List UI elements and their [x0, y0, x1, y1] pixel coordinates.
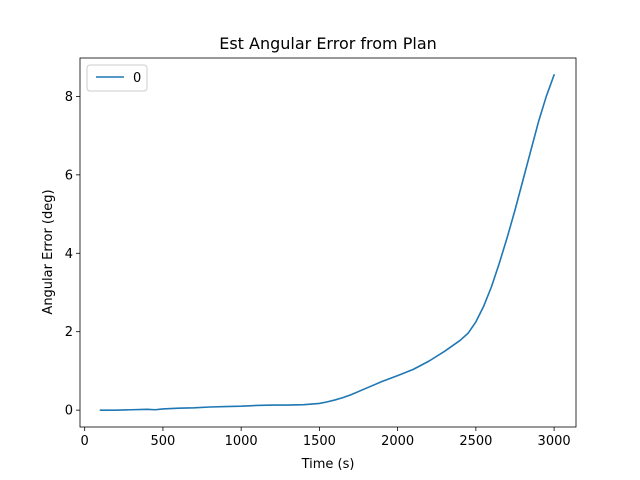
series-line-0 [99, 74, 555, 411]
x-tick-label-6: 3000 [538, 434, 571, 449]
x-axis-title: Time (s) [301, 457, 355, 472]
y-tick-label-0: 0 [65, 404, 73, 419]
y-axis-title: Angular Error (deg) [41, 189, 56, 314]
y-tick-label-1: 2 [65, 325, 73, 340]
series-layer [99, 74, 555, 411]
legend: 0 [86, 64, 148, 92]
x-tick-label-3: 1500 [303, 434, 336, 449]
x-tick-label-0: 0 [81, 434, 89, 449]
x-tick-label-5: 2500 [459, 434, 492, 449]
x-axis: 0 500 1000 1500 2000 2500 3000 [81, 427, 571, 449]
legend-box [86, 64, 148, 92]
chart-title: Est Angular Error from Plan [219, 34, 437, 53]
plot-area [79, 57, 577, 428]
y-tick-label-3: 6 [65, 168, 73, 183]
legend-label-0: 0 [133, 71, 141, 86]
y-axis: 0 2 4 6 8 [65, 90, 80, 419]
x-tick-label-2: 1000 [225, 434, 258, 449]
x-tick-label-4: 2000 [381, 434, 414, 449]
y-tick-label-2: 4 [65, 247, 73, 262]
x-tick-label-1: 500 [151, 434, 176, 449]
axes-frame [79, 57, 577, 428]
y-tick-label-4: 8 [65, 90, 73, 105]
